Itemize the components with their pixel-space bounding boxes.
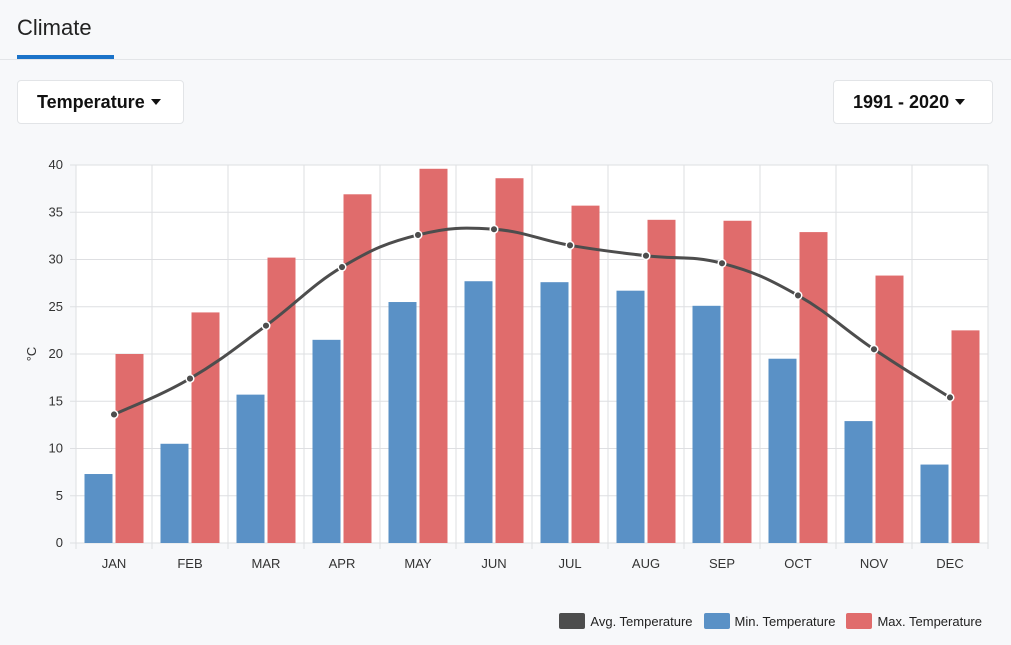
bar-min-temperature bbox=[312, 339, 341, 543]
avg-temperature-line bbox=[113, 226, 951, 416]
avg-temperature-point bbox=[945, 392, 955, 403]
y-tick-label: 5 bbox=[56, 488, 63, 503]
bar-min-temperature bbox=[844, 421, 873, 543]
bar-max-temperature bbox=[875, 275, 904, 543]
bar-max-temperature bbox=[115, 354, 144, 543]
legend-item-max[interactable]: Max. Temperature bbox=[846, 613, 982, 629]
bar-min-temperature bbox=[768, 358, 797, 543]
bar-max-temperature bbox=[191, 312, 220, 543]
x-tick-label: MAY bbox=[404, 556, 432, 571]
avg-temperature-point bbox=[109, 409, 119, 420]
bar-min-temperature bbox=[388, 302, 417, 543]
x-tick-label: OCT bbox=[784, 556, 812, 571]
caret-down-icon bbox=[955, 99, 966, 105]
climate-chart: 0 5 10 15 20 25 30 35 40 °C JAN FEB MAR APR MAY JUN JUL A… bbox=[24, 157, 989, 571]
bar-max-temperature bbox=[419, 168, 448, 543]
bar-max-temperature bbox=[951, 330, 980, 543]
avg-temperature-point bbox=[641, 251, 651, 261]
y-tick-label: 15 bbox=[49, 393, 63, 408]
x-tick-label: APR bbox=[329, 556, 356, 571]
x-tick-label: JAN bbox=[102, 556, 127, 571]
y-tick-label: 40 bbox=[49, 157, 63, 172]
avg-temperature-point bbox=[793, 290, 803, 300]
bar-max-temperature bbox=[723, 220, 752, 543]
y-tick-label: 20 bbox=[49, 346, 63, 361]
bar-max-temperature bbox=[799, 232, 828, 543]
active-tab-indicator bbox=[17, 55, 114, 59]
x-tick-label: AUG bbox=[632, 556, 660, 571]
avg-temperature-point bbox=[489, 224, 499, 234]
avg-temperature-point bbox=[717, 258, 727, 268]
period-dropdown-label: 1991 - 2020 bbox=[853, 91, 950, 112]
tab-climate[interactable]: Climate bbox=[17, 15, 92, 40]
avg-temperature-point bbox=[869, 344, 879, 354]
legend-swatch bbox=[846, 613, 873, 629]
legend-label: Avg. Temperature bbox=[590, 613, 693, 629]
avg-temperature-point bbox=[261, 321, 271, 331]
avg-temperature-point bbox=[337, 262, 347, 272]
legend-item-avg[interactable]: Avg. Temperature bbox=[559, 613, 693, 629]
y-tick-label: 35 bbox=[49, 204, 63, 219]
caret-down-icon bbox=[150, 99, 161, 105]
bar-max-temperature bbox=[267, 257, 296, 543]
y-tick-label: 10 bbox=[49, 441, 63, 456]
avg-temperature-point bbox=[185, 374, 195, 384]
bar-max-temperature bbox=[647, 219, 676, 543]
bar-min-temperature bbox=[160, 443, 189, 543]
bar-min-temperature bbox=[692, 305, 721, 543]
period-dropdown[interactable]: 1991 - 2020 bbox=[833, 80, 993, 124]
y-tick-label: 30 bbox=[49, 252, 63, 267]
legend-swatch bbox=[559, 613, 586, 629]
bar-max-temperature bbox=[495, 178, 524, 544]
avg-temperature-point bbox=[565, 240, 575, 250]
x-tick-label: DEC bbox=[936, 556, 963, 571]
y-axis-title: °C bbox=[24, 347, 39, 362]
x-tick-label: SEP bbox=[709, 556, 735, 571]
bar-min-temperature bbox=[616, 290, 645, 543]
tab-bar: Climate bbox=[0, 0, 1011, 60]
bar-min-temperature bbox=[464, 281, 493, 543]
legend-item-min[interactable]: Min. Temperature bbox=[703, 613, 836, 629]
legend-label: Min. Temperature bbox=[734, 613, 836, 629]
y-tick-label: 25 bbox=[49, 299, 63, 314]
bar-max-temperature bbox=[571, 205, 600, 543]
y-tick-label: 0 bbox=[56, 535, 63, 550]
bar-min-temperature bbox=[84, 474, 113, 543]
metric-dropdown[interactable]: Temperature bbox=[17, 80, 184, 124]
x-tick-label: NOV bbox=[860, 556, 889, 571]
bar-min-temperature bbox=[236, 394, 265, 543]
legend-swatch bbox=[703, 613, 730, 629]
x-tick-label: FEB bbox=[177, 556, 202, 571]
bar-max-temperature bbox=[343, 194, 372, 544]
metric-dropdown-label: Temperature bbox=[37, 91, 145, 112]
x-tick-label: MAR bbox=[252, 556, 281, 571]
bar-min-temperature bbox=[920, 464, 949, 543]
avg-temperature-point bbox=[413, 230, 423, 240]
chart-legend: Avg. Temperature Min. Temperature Max. Tem… bbox=[548, 613, 982, 629]
legend-label: Max. Temperature bbox=[877, 613, 982, 629]
x-tick-label: JUN bbox=[481, 556, 506, 571]
x-tick-label: JUL bbox=[558, 556, 581, 571]
bar-min-temperature bbox=[540, 282, 569, 543]
